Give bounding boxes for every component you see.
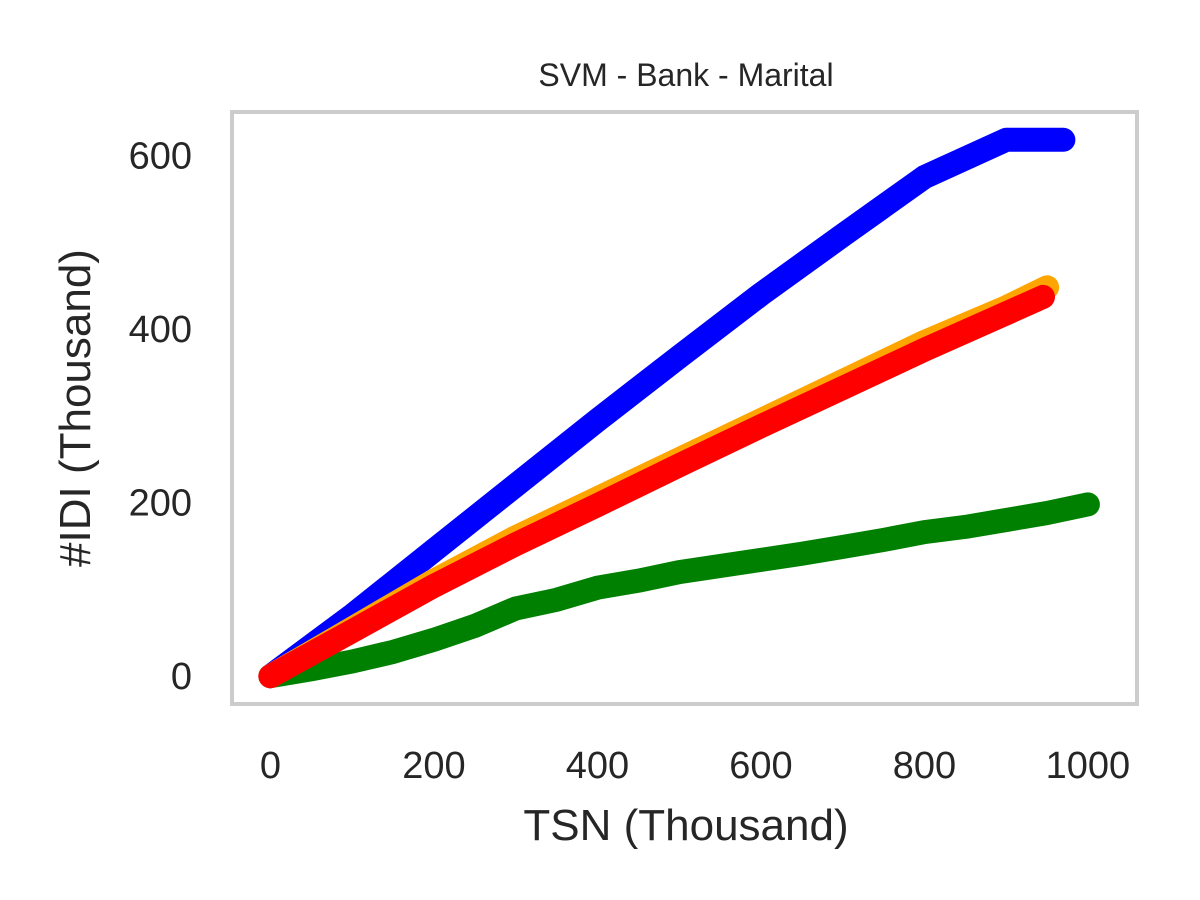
y-axis-label: #IDI (Thousand) <box>51 249 100 567</box>
x-tick-label: 400 <box>566 745 629 787</box>
plot-series <box>258 127 1100 689</box>
chart-title: SVM - Bank - Marital <box>538 57 833 93</box>
series-line-4 <box>258 284 1055 689</box>
y-tick-label: 0 <box>171 656 192 698</box>
x-axis-label: TSN (Thousand) <box>523 801 848 850</box>
x-tick-label: 600 <box>729 745 792 787</box>
y-tick-labels: 0 200 400 600 <box>129 135 192 698</box>
y-tick-label: 400 <box>129 309 192 351</box>
y-tick-label: 600 <box>129 135 192 177</box>
series-line-1 <box>258 492 1100 689</box>
x-tick-label: 0 <box>260 745 281 787</box>
x-tick-labels: 0 200 400 600 800 1000 <box>260 745 1130 787</box>
y-tick-label: 200 <box>129 483 192 525</box>
plot-frame <box>230 110 1139 706</box>
x-tick-label: 800 <box>893 745 956 787</box>
x-tick-label: 1000 <box>1046 745 1131 787</box>
x-tick-label: 200 <box>402 745 465 787</box>
series-line-2 <box>258 127 1076 689</box>
